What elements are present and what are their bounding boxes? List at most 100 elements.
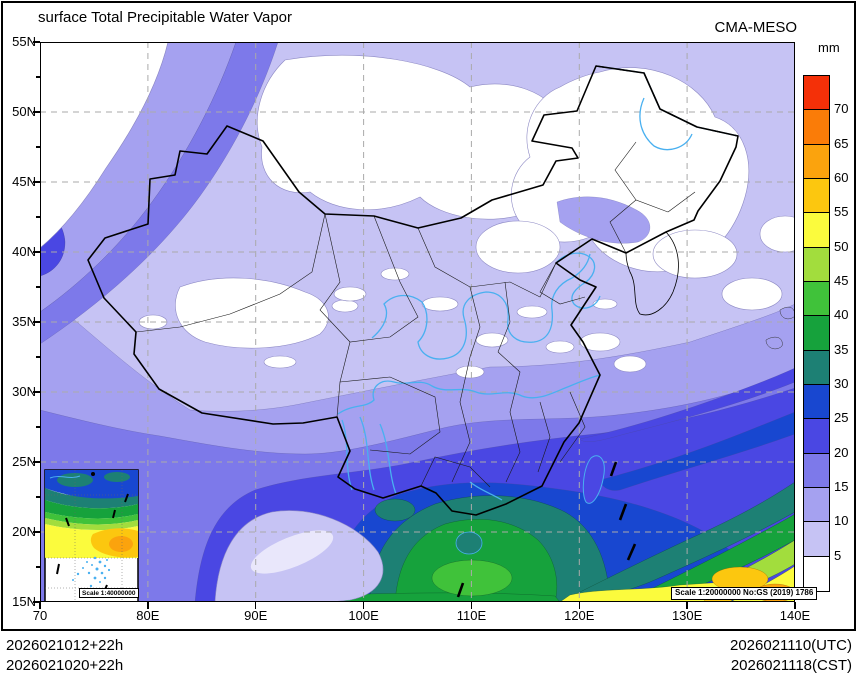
lat-tick-label: 40N [12, 244, 36, 259]
colorbar-level-label: 70 [834, 101, 849, 117]
colorbar-cell [804, 453, 829, 488]
lat-tick [33, 531, 40, 533]
lat-tick [36, 566, 40, 568]
lat-tick [33, 601, 40, 603]
lon-tick [39, 602, 41, 609]
map-area [39, 41, 796, 603]
lon-tick-label: 100E [348, 608, 379, 623]
colorbar-level-label: 65 [834, 135, 849, 151]
colorbar-level-label: 50 [834, 238, 849, 254]
main-scale-label: Scale 1:20000000 No:GS (2019) 1786 [671, 587, 818, 600]
colorbar-level-label: 35 [834, 341, 849, 357]
colorbar-level-label: 25 [834, 410, 849, 426]
lat-tick-label: 15N [12, 594, 36, 609]
map-canvas [39, 41, 796, 603]
lat-tick [33, 391, 40, 393]
lon-tick [254, 602, 257, 609]
lat-tick [36, 76, 40, 78]
japan-islands [765, 306, 795, 350]
lon-tick [686, 602, 688, 609]
colorbar-level-label: 20 [834, 444, 849, 460]
lon-tick-label: 70 [32, 608, 48, 623]
lon-tick [147, 602, 149, 609]
lat-tick [33, 111, 40, 113]
colorbar-cell [804, 144, 829, 179]
lat-tick-label: 45N [12, 174, 36, 189]
lon-tick-label: 130E [671, 608, 703, 623]
lat-tick [36, 426, 40, 428]
colorbar-cell [804, 384, 829, 420]
lat-tick-label: 20N [12, 524, 36, 539]
colorbar-cell [804, 419, 829, 454]
lat-tick-label: 25N [12, 454, 36, 469]
nw-gradient-bands [40, 42, 279, 345]
model-name: CMA-MESO [714, 19, 798, 36]
colorbar-cell [804, 247, 829, 282]
high-vapor-bands [269, 481, 795, 602]
lon-tick-label: 140E [779, 608, 811, 623]
colorbar-cell [804, 178, 829, 214]
lon-tick [794, 602, 796, 609]
colorbar-cell [804, 556, 829, 591]
lat-tick [33, 251, 40, 253]
lat-tick [36, 286, 40, 288]
province-borders [135, 141, 696, 488]
liaodong-moist-band [556, 196, 651, 244]
colorbar-level-label: 5 [834, 547, 842, 563]
colorbar-level-label: 10 [834, 513, 849, 529]
colorbar-level-label: 15 [834, 479, 849, 494]
colorbar-level-label: 60 [834, 170, 849, 185]
colorbar-cell [804, 522, 829, 557]
sw-light-wedge [214, 510, 384, 602]
lon-tick-label: 110E [456, 608, 487, 623]
lon-tick-label: 120E [564, 608, 595, 623]
run-time-cst: 2026021020+22h [6, 657, 124, 674]
colorbar [803, 75, 830, 592]
page-title: surface Total Precipitable Water Vapor [38, 9, 293, 26]
lat-tick-label: 50N [12, 104, 36, 119]
valid-time-cst: 2026021118(CST) [730, 657, 852, 674]
colorbar-level-label: 30 [834, 376, 849, 391]
colorbar-cell [804, 110, 829, 145]
lat-tick [33, 41, 40, 43]
lat-tick-label: 30N [12, 384, 36, 399]
lat-tick-label: 55N [12, 34, 36, 49]
lon-tick-label: 80E [136, 608, 160, 623]
songhua-river [639, 97, 693, 151]
colorbar-level-label: 40 [834, 307, 849, 323]
colorbar-cell [804, 487, 829, 523]
inset-scale-label: Scale 1:40000000 [79, 588, 139, 599]
run-time-utc: 2026021012+22h [6, 637, 124, 654]
nine-dash-segments [456, 461, 637, 598]
lat-tick [36, 146, 40, 148]
lat-tick [36, 216, 40, 218]
china-border [87, 65, 739, 516]
colorbar-cell [804, 76, 829, 111]
lon-tick-label: 90E [244, 608, 268, 623]
yangtze-river [337, 374, 601, 415]
yellow-river [371, 253, 591, 360]
lon-tick [362, 602, 365, 609]
lon-tick [578, 602, 581, 609]
colorbar-cell [804, 213, 829, 248]
colorbar-level-label: 55 [834, 204, 849, 220]
inset-map [44, 469, 139, 602]
lat-tick [36, 496, 40, 498]
colorbar-cell [804, 350, 829, 385]
colorbar-cell [804, 316, 829, 351]
lon-tick [470, 602, 473, 609]
lat-tick [33, 321, 40, 323]
korea-outline [625, 231, 679, 316]
lat-tick [36, 356, 40, 358]
colorbar-unit: mm [818, 40, 840, 55]
hainan-island [455, 531, 483, 555]
lat-tick [33, 461, 40, 463]
colorbar-level-label: 45 [834, 273, 849, 288]
pearl-river [469, 481, 503, 501]
valid-time-utc: 2026021110(UTC) [729, 637, 852, 654]
colorbar-cell [804, 281, 829, 317]
lat-tick [33, 181, 40, 183]
lat-tick-label: 35N [12, 314, 36, 329]
taiwan-island [582, 455, 605, 504]
